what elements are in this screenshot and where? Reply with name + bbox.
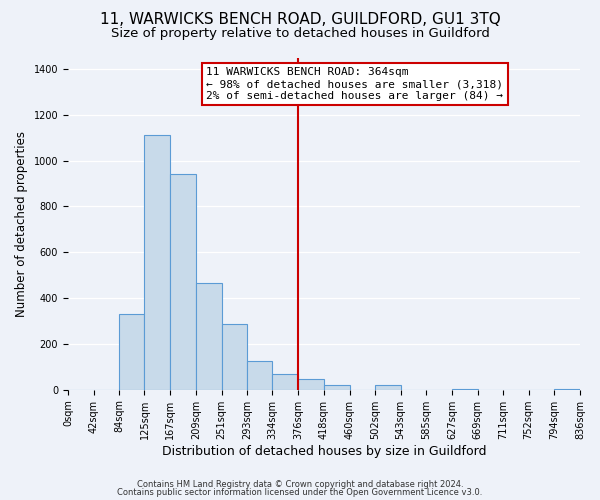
Bar xyxy=(119,314,145,390)
Bar xyxy=(247,361,272,390)
Bar xyxy=(452,388,478,390)
Bar xyxy=(324,385,350,390)
Bar xyxy=(145,136,170,390)
Bar xyxy=(298,378,324,390)
Bar xyxy=(554,389,580,390)
Bar xyxy=(196,283,221,390)
Bar xyxy=(221,324,247,390)
Text: Contains HM Land Registry data © Crown copyright and database right 2024.: Contains HM Land Registry data © Crown c… xyxy=(137,480,463,489)
Bar xyxy=(170,174,196,390)
Bar xyxy=(272,374,298,390)
Text: Size of property relative to detached houses in Guildford: Size of property relative to detached ho… xyxy=(110,28,490,40)
X-axis label: Distribution of detached houses by size in Guildford: Distribution of detached houses by size … xyxy=(162,444,486,458)
Text: Contains public sector information licensed under the Open Government Licence v3: Contains public sector information licen… xyxy=(118,488,482,497)
Y-axis label: Number of detached properties: Number of detached properties xyxy=(15,130,28,316)
Bar xyxy=(376,384,401,390)
Text: 11, WARWICKS BENCH ROAD, GUILDFORD, GU1 3TQ: 11, WARWICKS BENCH ROAD, GUILDFORD, GU1 … xyxy=(100,12,500,28)
Text: 11 WARWICKS BENCH ROAD: 364sqm
← 98% of detached houses are smaller (3,318)
2% o: 11 WARWICKS BENCH ROAD: 364sqm ← 98% of … xyxy=(206,68,503,100)
